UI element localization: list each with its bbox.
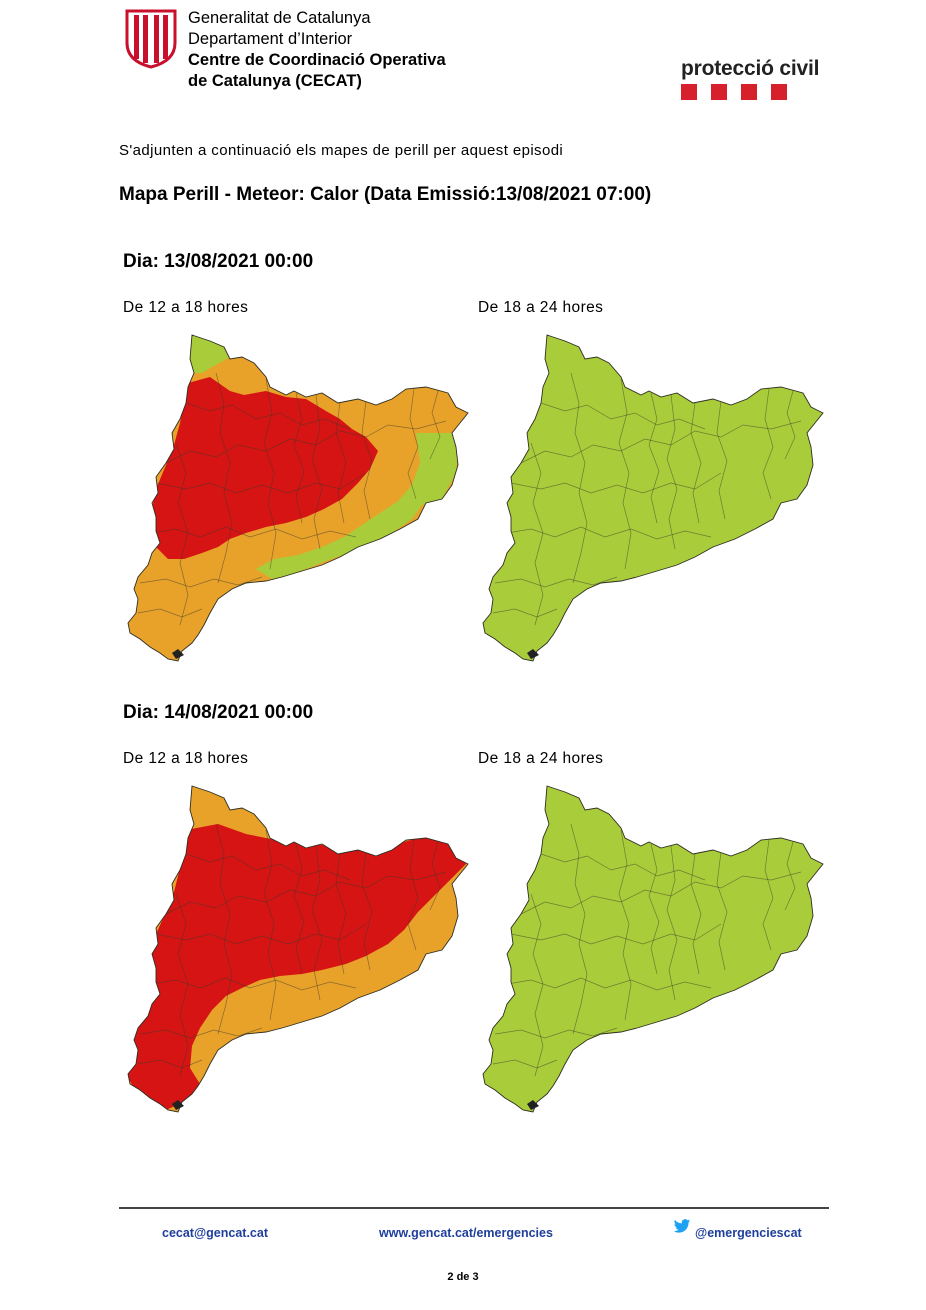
hazard-map-day1-12-18	[127, 334, 469, 662]
comarca-border	[311, 394, 323, 550]
comarca-border	[311, 845, 323, 1001]
comarca-border	[151, 526, 357, 540]
comarca-border	[690, 853, 702, 975]
comarca-border	[648, 392, 660, 524]
comarca-border	[139, 1027, 263, 1039]
hazard-map-day1-18-24	[482, 334, 824, 662]
comarca-border	[151, 977, 357, 991]
comarca-border	[165, 420, 447, 464]
ebro-delta-mark	[172, 649, 184, 659]
comarca-border	[716, 851, 728, 971]
comarca-border	[361, 851, 373, 971]
website-link[interactable]: www.gencat.cat/emergencies	[379, 1226, 553, 1240]
intro-text: S'adjunten a continuació els mapes de pe…	[119, 142, 564, 159]
comarca-border	[784, 390, 796, 460]
comarca-border	[175, 442, 189, 626]
comarca-border	[618, 829, 632, 1021]
comarca-border	[762, 839, 774, 951]
comarca-border	[570, 372, 588, 584]
comarca-border	[429, 841, 441, 911]
comarca-border	[155, 923, 367, 945]
comarca-border	[530, 893, 544, 1077]
comarca-border	[185, 853, 351, 881]
comarca-border	[335, 853, 347, 975]
hazard-map-day2-12-18	[127, 785, 469, 1113]
region-red	[152, 377, 378, 559]
centre-name-line2: de Catalunya (CECAT)	[188, 72, 362, 90]
comarca-border	[570, 823, 588, 1035]
comarca-border	[530, 442, 544, 626]
hazard-map-day2-18-24	[482, 785, 824, 1113]
comarca-border	[263, 829, 277, 1021]
page-number: 2 de 3	[447, 1271, 479, 1283]
catalonia-outline	[127, 785, 469, 1113]
comarca-border	[492, 608, 558, 618]
comarca-border	[506, 526, 712, 540]
comarca-border	[293, 392, 305, 524]
generalitat-shield-logo	[125, 9, 177, 74]
comarca-border	[335, 402, 347, 524]
comarca-border	[185, 402, 351, 430]
comarca-border	[407, 839, 419, 951]
comarca-border	[165, 871, 447, 915]
comarca-border	[361, 400, 373, 520]
ebro-delta-mark	[527, 649, 539, 659]
day-1-label: Dia: 13/08/2021 00:00	[123, 251, 314, 272]
comarca-border	[716, 400, 728, 520]
brand-text: protecció civil	[681, 57, 820, 80]
comarca-border	[175, 893, 189, 1077]
comarca-border	[762, 388, 774, 500]
comarca-border	[666, 394, 678, 550]
comarca-border	[215, 823, 233, 1035]
twitter-icon	[673, 1219, 691, 1239]
comarca-border	[618, 378, 632, 570]
org-name: Generalitat de Catalunya	[188, 9, 371, 27]
region-red	[128, 824, 466, 1110]
comarca-border	[510, 472, 722, 494]
catalonia-outline	[482, 785, 824, 1113]
catalonia-outline	[482, 334, 824, 662]
day-2-label: Dia: 14/08/2021 00:00	[123, 702, 314, 723]
proteccio-civil-logo: protecció civil	[681, 57, 819, 100]
region-green-coast	[256, 433, 460, 579]
footer-divider	[119, 1207, 829, 1209]
header-org-block: Generalitat de Catalunya Departament d’I…	[188, 8, 446, 92]
ebro-delta-mark	[527, 1100, 539, 1110]
brand-squares	[681, 84, 819, 100]
comarca-border	[520, 871, 802, 915]
comarca-border	[648, 843, 660, 975]
day-1-slot-1-label: De 12 a 18 hores	[123, 299, 249, 316]
comarca-border	[784, 841, 796, 911]
comarca-border	[494, 576, 618, 588]
comarca-border	[506, 977, 712, 991]
comarca-border	[429, 390, 441, 460]
comarca-border	[263, 378, 277, 570]
comarca-border	[510, 923, 722, 945]
comarca-border	[137, 1059, 203, 1069]
comarca-border	[494, 1027, 618, 1039]
comarca-border	[540, 402, 706, 430]
page-title: Mapa Perill - Meteor: Calor (Data Emissi…	[119, 184, 652, 205]
day-2-slot-2-label: De 18 a 24 hores	[478, 750, 604, 767]
day-2-slot-1-label: De 12 a 18 hores	[123, 750, 249, 767]
comarca-border	[520, 420, 802, 464]
comarca-border	[666, 845, 678, 1001]
day-1-slot-2-label: De 18 a 24 hores	[478, 299, 604, 316]
comarca-border	[137, 608, 203, 618]
comarca-border	[540, 853, 706, 881]
comarca-border	[492, 1059, 558, 1069]
department-name: Departament d’Interior	[188, 30, 353, 48]
comarca-border	[690, 402, 702, 524]
comarca-border	[215, 372, 233, 584]
catalonia-outline	[127, 334, 469, 662]
twitter-handle-link[interactable]: @emergenciescat	[695, 1226, 802, 1240]
comarca-border	[155, 472, 367, 494]
email-link[interactable]: cecat@gencat.cat	[162, 1226, 268, 1240]
comarca-border	[407, 388, 419, 500]
comarca-border	[139, 576, 263, 588]
centre-name: Centre de Coordinació Operativa	[188, 51, 446, 69]
comarca-border	[293, 843, 305, 975]
ebro-delta-mark	[172, 1100, 184, 1110]
